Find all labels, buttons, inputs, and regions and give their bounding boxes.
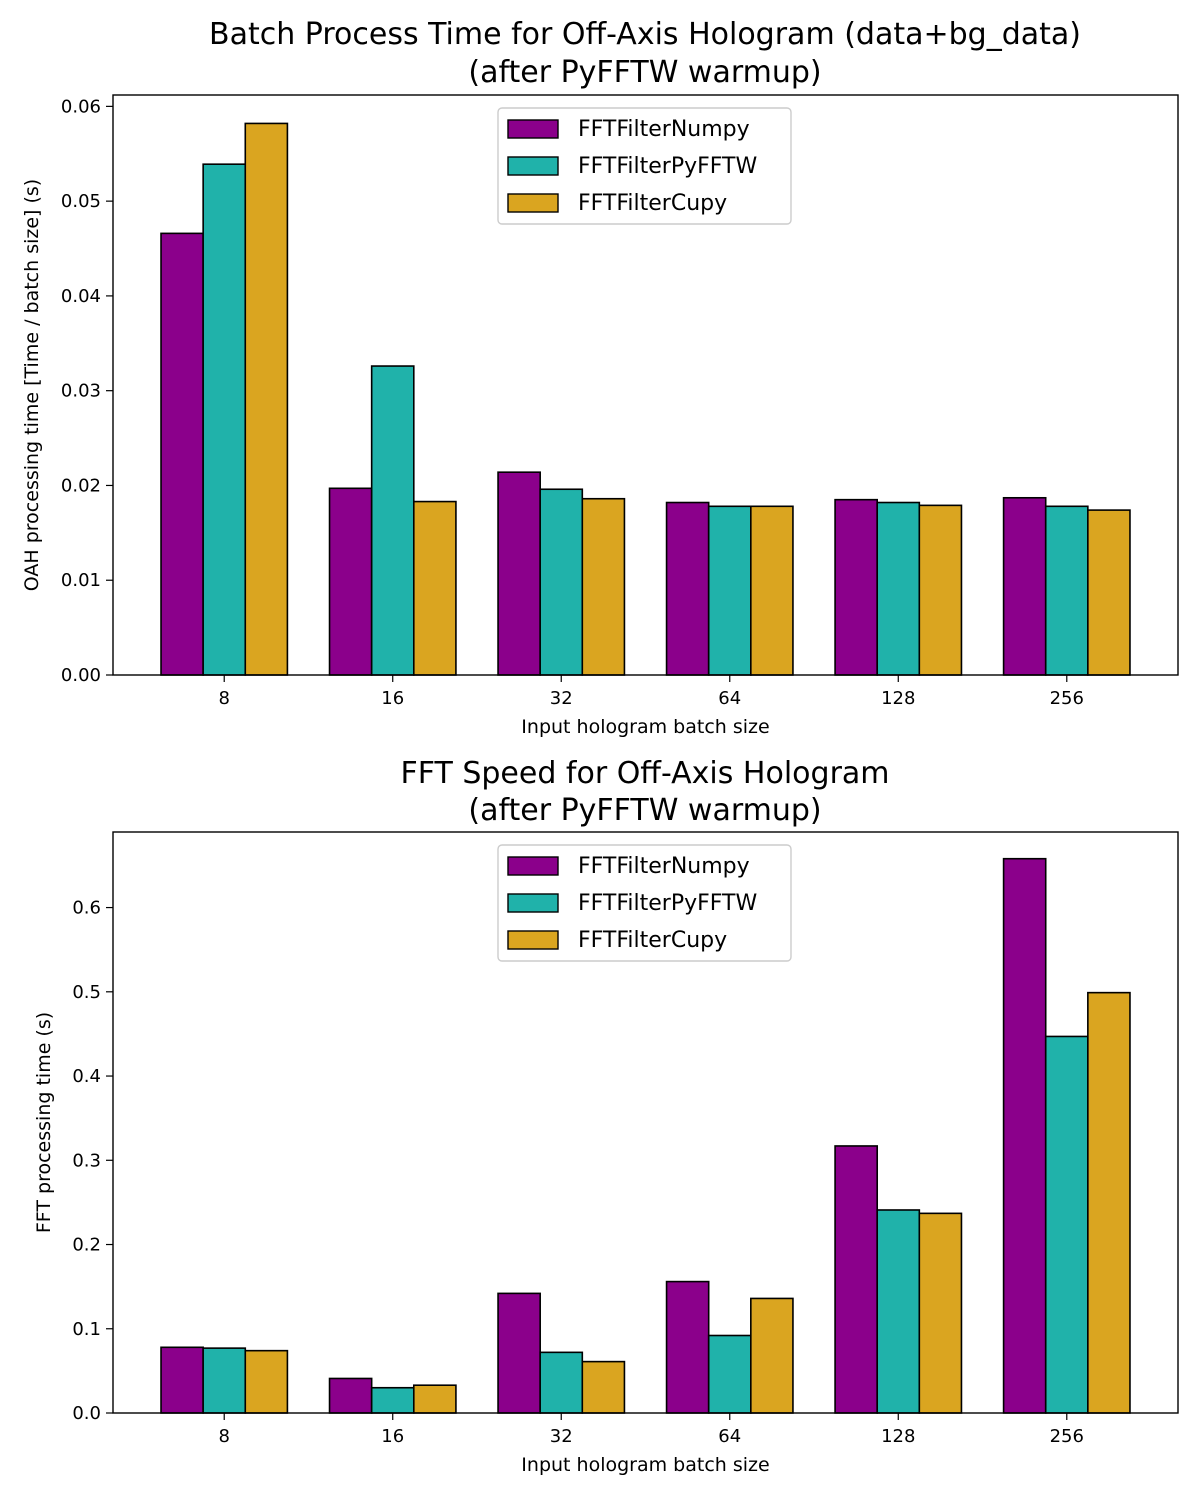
- x-tick-label: 8: [218, 1426, 229, 1447]
- legend-swatch-FFTFilterNumpy: [507, 119, 559, 139]
- bar-FFTFilterNumpy-32: [497, 1292, 541, 1414]
- x-tick-label: 16: [381, 1426, 404, 1447]
- legend-label-FFTFilterCupy: FFTFilterCupy: [578, 928, 727, 953]
- x-tick-label: 32: [550, 1426, 573, 1447]
- chart-title: FFT Speed for Off-Axis Hologram: [400, 756, 889, 791]
- x-tick-label: 128: [881, 1426, 915, 1447]
- x-tick-label: 8: [218, 688, 229, 709]
- chart-subtitle: (after PyFFTW warmup): [468, 793, 821, 828]
- legend-swatch-FFTFilterCupy: [507, 930, 559, 950]
- bar-FFTFilterCupy-32: [581, 1360, 626, 1414]
- bar-FFTFilterPyFFTW-32: [539, 488, 584, 676]
- y-tick-label: 0.03: [61, 381, 101, 402]
- bar-FFTFilterNumpy-128: [834, 1145, 879, 1414]
- bar-FFTFilterNumpy-8: [160, 232, 204, 676]
- y-tick-label: 0.3: [72, 1150, 101, 1171]
- y-axis-label: OAH processing time [Time / batch size] …: [21, 179, 43, 591]
- chart-subtitle: (after PyFFTW warmup): [468, 55, 821, 90]
- x-axis-label: Input hologram batch size: [521, 716, 769, 738]
- y-tick-label: 0.5: [72, 982, 101, 1003]
- bar-FFTFilterNumpy-64: [665, 501, 710, 676]
- y-tick-label: 0.4: [72, 1066, 101, 1087]
- y-tick-label: 0.01: [61, 570, 101, 591]
- legend: FFTFilterNumpy FFTFilterPyFFTW FFTFilterCu…: [497, 844, 792, 962]
- bar-FFTFilterCupy-32: [581, 497, 626, 676]
- y-tick-label: 0.0: [72, 1403, 101, 1424]
- y-tick-label: 0.05: [61, 191, 101, 212]
- x-tick-label: 128: [881, 688, 915, 709]
- bar-FFTFilterCupy-8: [244, 1349, 289, 1414]
- bar-FFTFilterNumpy-64: [665, 1280, 710, 1414]
- bar-FFTFilterPyFFTW-8: [202, 1347, 247, 1414]
- y-tick-label: 0.2: [72, 1235, 101, 1256]
- legend-label-FFTFilterNumpy: FFTFilterNumpy: [578, 117, 750, 142]
- y-tick-label: 0.6: [72, 898, 101, 919]
- x-axis-label: Input hologram batch size: [521, 1454, 769, 1476]
- x-tick-label: 256: [1050, 688, 1084, 709]
- chart-title: Batch Process Time for Off-Axis Hologram…: [209, 17, 1081, 52]
- y-tick-label: 0.06: [61, 96, 101, 117]
- x-tick-label: 32: [550, 688, 573, 709]
- bar-FFTFilterCupy-256: [1087, 509, 1131, 676]
- legend-label-FFTFilterPyFFTW: FFTFilterPyFFTW: [578, 891, 757, 916]
- bar-FFTFilterNumpy-256: [1002, 496, 1047, 676]
- legend-box: [497, 107, 792, 225]
- bar-FFTFilterNumpy-32: [497, 471, 541, 676]
- x-tick-label: 256: [1050, 1426, 1084, 1447]
- legend-label-FFTFilterNumpy: FFTFilterNumpy: [578, 854, 750, 879]
- legend-swatch-FFTFilterCupy: [507, 193, 559, 213]
- bar-FFTFilterNumpy-8: [160, 1346, 204, 1414]
- plot-frame: [112, 94, 1179, 676]
- legend-swatch-FFTFilterPyFFTW: [507, 156, 559, 176]
- bar-FFTFilterCupy-64: [750, 1297, 794, 1414]
- bar-FFTFilterPyFFTW-16: [370, 365, 415, 676]
- bar-FFTFilterPyFFTW-256: [1044, 505, 1089, 676]
- bar-FFTFilterNumpy-16: [328, 1377, 373, 1414]
- bar-FFTFilterCupy-256: [1087, 991, 1131, 1414]
- legend-label-FFTFilterCupy: FFTFilterCupy: [578, 191, 727, 216]
- legend: FFTFilterNumpy FFTFilterPyFFTW FFTFilterCu…: [497, 107, 792, 225]
- subplot-1: Batch Process Time for Off-Axis Hologram…: [21, 17, 1179, 738]
- bar-FFTFilterPyFFTW-256: [1044, 1035, 1089, 1414]
- bar-FFTFilterPyFFTW-32: [539, 1351, 584, 1414]
- bar-FFTFilterPyFFTW-128: [876, 1209, 921, 1414]
- y-tick-label: 0.00: [61, 665, 101, 686]
- bar-FFTFilterNumpy-256: [1002, 857, 1047, 1414]
- y-tick-label: 0.04: [61, 286, 101, 307]
- bar-FFTFilterCupy-128: [918, 1212, 963, 1414]
- bar-FFTFilterPyFFTW-8: [202, 163, 247, 676]
- y-tick-label: 0.02: [61, 475, 101, 496]
- bar-FFTFilterNumpy-128: [834, 498, 879, 676]
- bar-FFTFilterPyFFTW-64: [707, 1334, 752, 1414]
- bar-FFTFilterNumpy-16: [328, 487, 373, 676]
- y-axis-label: FFT processing time (s): [33, 1012, 55, 1233]
- x-tick-label: 64: [718, 1426, 741, 1447]
- legend-label-FFTFilterPyFFTW: FFTFilterPyFFTW: [578, 154, 757, 179]
- x-tick-label: 16: [381, 688, 404, 709]
- legend-swatch-FFTFilterNumpy: [507, 856, 559, 876]
- bar-FFTFilterPyFFTW-16: [370, 1386, 415, 1414]
- legend-swatch-FFTFilterPyFFTW: [507, 893, 559, 913]
- bar-FFTFilterCupy-64: [750, 505, 794, 676]
- y-tick-label: 0.1: [72, 1319, 101, 1340]
- bar-FFTFilterCupy-16: [412, 1384, 457, 1414]
- subplot-2: FFT Speed for Off-Axis Hologram(after Py…: [33, 756, 1179, 1476]
- plot-frame: [112, 831, 1179, 1414]
- bar-FFTFilterCupy-128: [918, 504, 963, 676]
- bar-FFTFilterCupy-8: [244, 122, 289, 676]
- legend-box: [497, 844, 792, 962]
- x-tick-label: 64: [718, 688, 741, 709]
- bar-FFTFilterPyFFTW-64: [707, 505, 752, 676]
- bar-FFTFilterCupy-16: [412, 500, 457, 676]
- bar-FFTFilterPyFFTW-128: [876, 501, 921, 676]
